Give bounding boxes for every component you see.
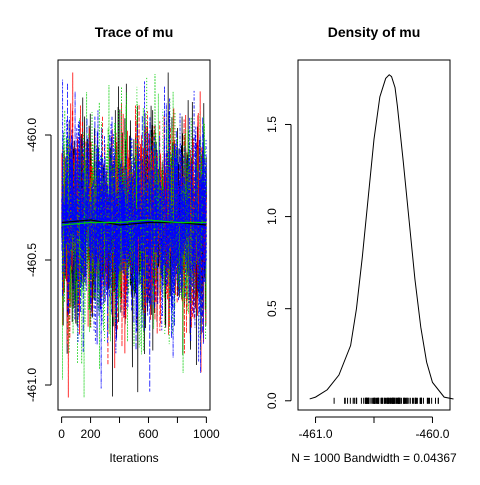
trace-x-tick-label: 0 [58, 427, 65, 441]
trace-y-tick-label: -460.0 [25, 118, 39, 152]
trace-x-tick-label: 1000 [193, 427, 220, 441]
trace-series-group [61, 72, 207, 398]
density-curve [309, 74, 454, 400]
density-curve-group [309, 74, 454, 404]
trace-plot-frame [57, 59, 211, 411]
density-x-tick-label: -461.0 [299, 427, 333, 441]
trace-y-axis: -461.0 -460.5 -460.0 [25, 118, 52, 402]
trace-y-tick-label: -461.0 [25, 368, 39, 402]
trace-x-tick-label: 600 [138, 427, 158, 441]
trace-plot: Trace of mu 0 200 600 1000 -461.0 -460.5 -460… [25, 24, 220, 465]
density-title: Density of mu [328, 24, 421, 40]
trace-x-label: Iterations [109, 451, 158, 465]
density-plot-frame [297, 59, 451, 411]
density-y-axis: 0.0 0.5 1.0 1.5 [265, 116, 292, 409]
trace-running-mean-2 [61, 219, 207, 226]
trace-x-tick-label: 200 [81, 427, 101, 441]
trace-x-axis: 0 200 600 1000 [58, 416, 220, 441]
density-x-label: N = 1000 Bandwidth = 0.04367 [291, 451, 457, 465]
density-y-tick-label: 0.5 [265, 300, 279, 317]
density-plot: Density of mu -461.0 -460.0 0.00.51.01.5 … [265, 24, 457, 465]
density-y-tick-label: 1.0 [265, 208, 279, 225]
density-y-tick-label: 1.5 [265, 116, 279, 133]
trace-title: Trace of mu [95, 24, 174, 40]
density-x-axis: -461.0 -460.0 [299, 416, 450, 441]
trace-series-line-4 [61, 79, 207, 392]
trace-y-tick-label: -460.5 [25, 243, 39, 277]
density-y-tick-label: 0.0 [265, 392, 279, 409]
density-x-tick-label: -460.0 [415, 427, 449, 441]
